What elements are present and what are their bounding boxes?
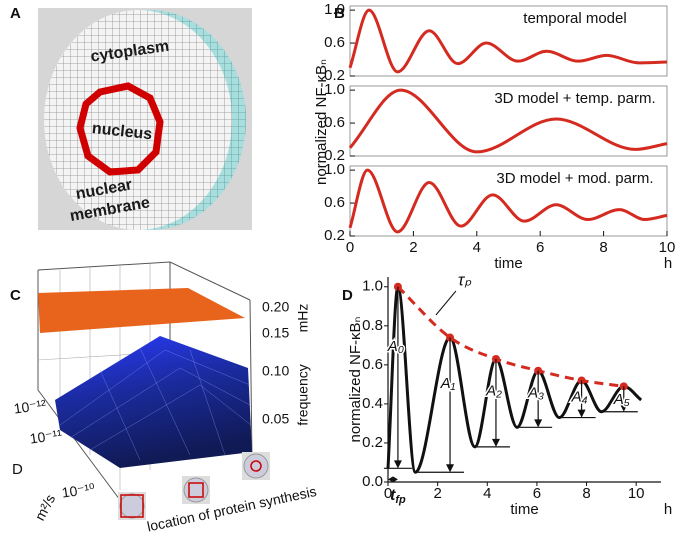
x-axis-unit: h — [664, 501, 672, 518]
y-tick-label: 0.6 — [362, 356, 383, 373]
location-icon — [118, 452, 270, 520]
surface-plot: 0.20 0.15 0.10 0.05 mHz frequency 10⁻¹² … — [12, 261, 318, 535]
arrow-head — [446, 464, 455, 473]
x-axis-label: time — [510, 501, 538, 518]
z-label: frequency — [295, 364, 311, 425]
data-line — [348, 168, 668, 234]
axis-line — [387, 277, 661, 483]
y-tick-label: 1.0 — [362, 278, 383, 295]
d-unit: m²/s — [31, 492, 58, 524]
panel-label: A — [10, 5, 21, 22]
chart-annotation: temporal model — [523, 10, 626, 27]
z-tick-label: 0.10 — [262, 363, 289, 379]
plot-frame — [349, 165, 668, 237]
amplitude-label: A₀ — [387, 338, 404, 355]
data-line — [386, 285, 643, 474]
panel-label: C — [10, 287, 21, 304]
y-axis-label: normalized NF-κBₙ — [347, 316, 364, 442]
x-tick-label: 4 — [483, 485, 491, 502]
period-label: tfp — [390, 487, 406, 506]
y-tick-label: 0.2 — [324, 227, 345, 244]
arrow-head — [491, 438, 500, 447]
amplitude-label: A₂ — [485, 382, 502, 399]
data-line — [348, 88, 668, 154]
y-axis-label: normalized NF-κBₙ — [313, 59, 330, 185]
z-tick-label: 0.20 — [262, 299, 289, 315]
orange-plane — [38, 288, 245, 333]
location-label: location of protein synthesis — [146, 483, 318, 535]
d-tick-label: 10⁻¹¹ — [29, 426, 64, 446]
y-tick-label: 0.6 — [324, 114, 345, 131]
x-tick-label: 0 — [346, 239, 354, 256]
envelope-label: τₚ — [458, 270, 472, 289]
arrow-head — [534, 419, 543, 428]
x-axis-label: time — [494, 255, 522, 272]
period-label-base: t — [390, 487, 396, 504]
y-tick-label: 0.2 — [324, 67, 345, 84]
amplitude-label: A₃ — [527, 385, 544, 402]
y-tick-label: 0.2 — [324, 147, 345, 164]
d-tick-label: 10⁻¹² — [13, 396, 48, 416]
arrow-head — [577, 409, 586, 418]
cell-diagram: cytoplasm nucleus nuclear membrane — [38, 8, 252, 230]
plot-frame — [349, 5, 668, 77]
d-tick-label: 10⁻¹⁰ — [61, 480, 97, 501]
panel-label: D — [342, 287, 353, 304]
z-tick-label: 0.05 — [262, 411, 289, 427]
x-tick-label: 8 — [599, 239, 607, 256]
y-tick-label: 0.6 — [324, 34, 345, 51]
x-tick-label: 4 — [473, 239, 481, 256]
x-tick-label: 6 — [536, 239, 544, 256]
surface-mesh — [59, 347, 252, 461]
arrow-head — [393, 460, 402, 469]
envelope-pointer — [435, 290, 457, 316]
y-tick-label: 0.4 — [362, 395, 383, 412]
x-tick-label: 8 — [582, 485, 590, 502]
y-tick-label: 0.8 — [362, 317, 383, 334]
axis-box — [37, 261, 253, 501]
x-tick-label: 6 — [533, 485, 541, 502]
chart-annotation: 3D model + mod. parm. — [496, 170, 653, 187]
data-line — [348, 8, 668, 74]
y-tick-label: 0.6 — [324, 194, 345, 211]
d-label: D — [12, 461, 23, 478]
y-tick-label: 0.2 — [362, 434, 383, 451]
plot-frame — [349, 85, 668, 157]
panel-label: B — [334, 5, 345, 22]
period-label-sub: fp — [395, 494, 406, 506]
z-unit: mHz — [295, 304, 311, 333]
x-axis-unit: h — [664, 255, 672, 272]
y-tick-label: 1.0 — [324, 81, 345, 98]
chart-annotation: 3D model + temp. parm. — [494, 90, 655, 107]
x-tick-label: 2 — [409, 239, 417, 256]
z-tick-label: 0.15 — [262, 325, 289, 341]
cell-body — [44, 10, 232, 230]
y-tick-label: 1.0 — [324, 161, 345, 178]
x-tick-label: 2 — [433, 485, 441, 502]
nuclear-membrane — [76, 82, 164, 176]
x-tick-label: 10 — [659, 239, 676, 256]
y-tick-label: 1.0 — [324, 1, 345, 18]
amplitude-label: A₅ — [613, 391, 630, 408]
amplitude-label: A₁ — [440, 375, 456, 392]
arrow-head — [388, 476, 398, 483]
cell-label: nucleus — [91, 120, 153, 143]
arrow-head — [619, 403, 628, 412]
data-line — [396, 285, 624, 388]
y-tick-label: 0.0 — [362, 473, 383, 490]
blue-surface — [55, 336, 252, 468]
x-tick-label: 10 — [628, 485, 645, 502]
amplitude-label: A₄ — [571, 389, 588, 406]
x-tick-label: 0 — [384, 485, 392, 502]
